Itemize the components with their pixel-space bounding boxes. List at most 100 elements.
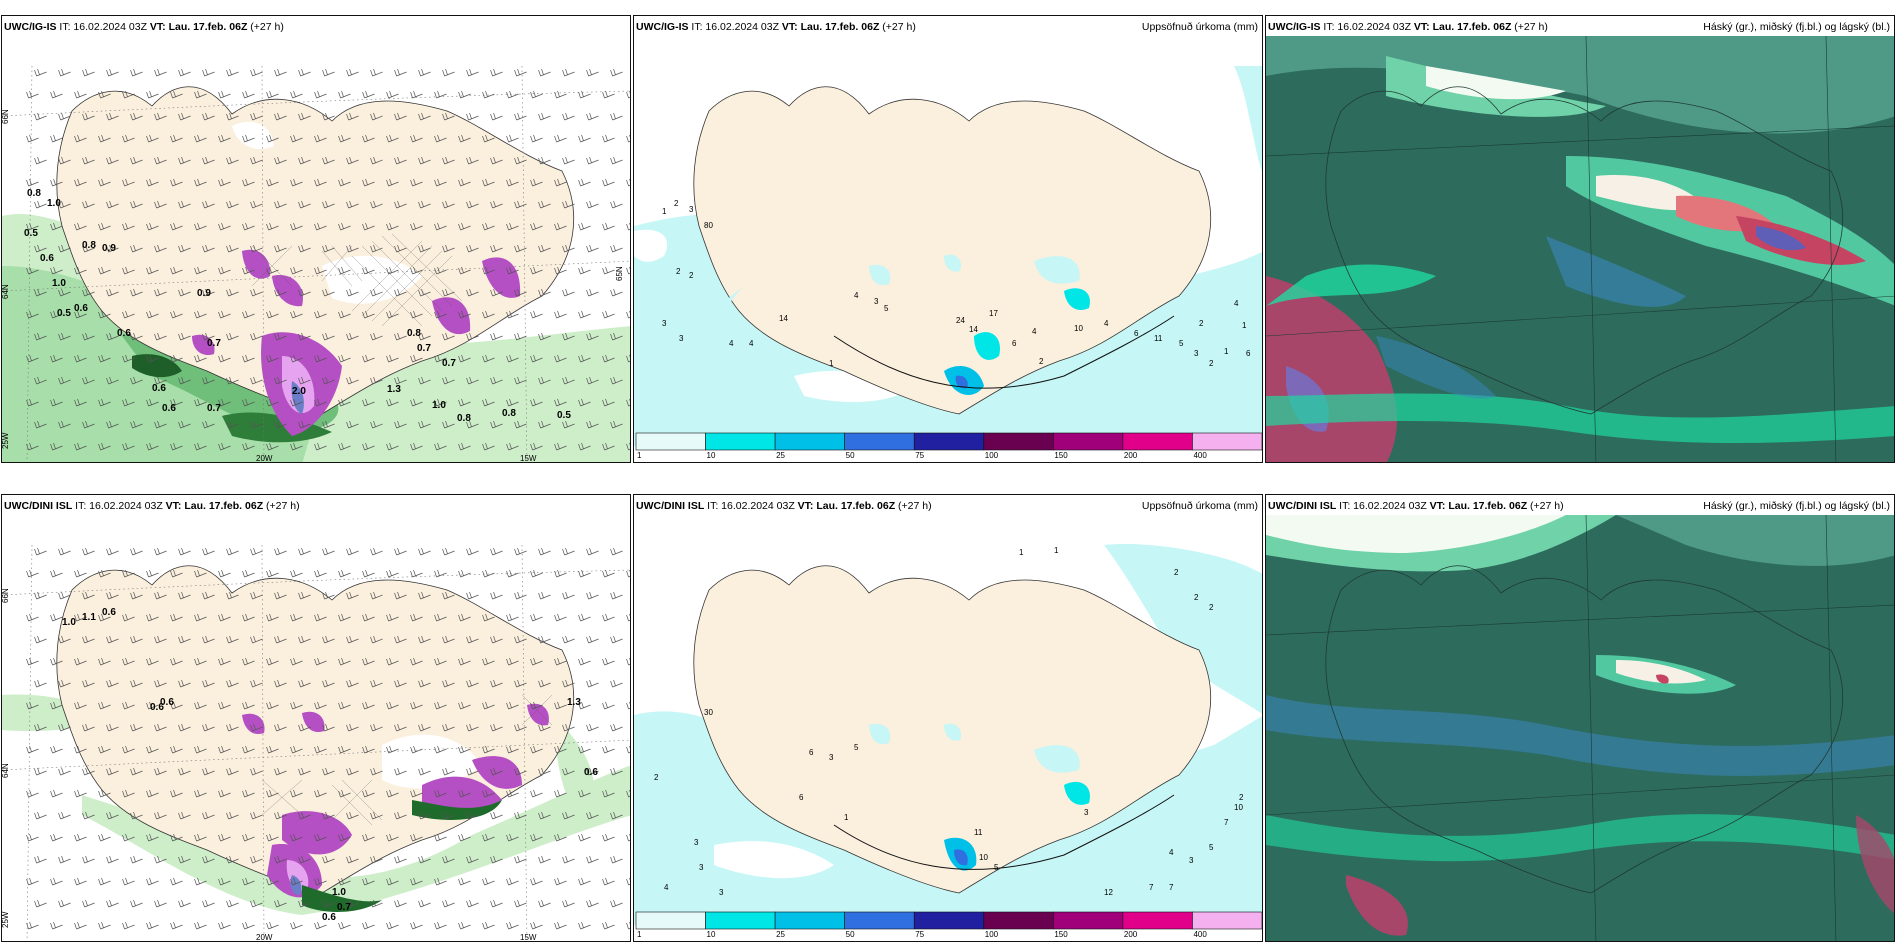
wind-barb — [410, 442, 423, 451]
lat-label-64n: 64N — [2, 284, 10, 299]
wind-barb — [490, 899, 503, 908]
wind-barb — [82, 767, 95, 776]
wind-barb — [298, 635, 311, 644]
wind-barb — [586, 156, 599, 165]
cloud-map-panel-top[interactable]: UWC/IG-IS IT: 16.02.2024 03Z VT: Lau. 17… — [1265, 15, 1895, 463]
precip-total-label: 7 — [1149, 883, 1154, 892]
wind-barb — [362, 921, 375, 930]
wind-barb — [274, 679, 287, 688]
wind-barb — [290, 310, 303, 319]
wind-barb — [482, 178, 495, 187]
wind-barb — [74, 398, 87, 407]
wind-barb — [50, 921, 63, 930]
wind-barb — [538, 899, 551, 908]
wind-barb — [442, 591, 455, 600]
wind-barb — [290, 178, 303, 187]
wind-barb — [370, 547, 383, 556]
wind-barb — [226, 156, 239, 165]
wind-barb — [362, 90, 375, 99]
wind-barb — [322, 635, 335, 644]
wind-barb — [50, 354, 63, 363]
precip-total-label: 2 — [676, 267, 681, 276]
wind-barb — [194, 833, 207, 842]
precip-map-panel-top[interactable]: UWC/IG-IS IT: 16.02.2024 03Z VT: Lau. 17… — [633, 15, 1263, 463]
wind-barb — [434, 921, 447, 930]
wind-barb — [506, 398, 519, 407]
wind-barb — [250, 244, 263, 253]
wind-barb — [466, 288, 479, 297]
wind-barb — [482, 921, 495, 930]
wind-barb — [50, 569, 63, 578]
colorbar-segment — [1192, 911, 1262, 930]
wind-barb — [538, 376, 551, 385]
snow-depth-label: 0.6 — [74, 303, 88, 314]
wind-barb — [442, 855, 455, 864]
wind-barb — [514, 591, 527, 600]
wind-barb — [226, 200, 239, 209]
wind-barb — [154, 635, 167, 644]
wind-barb — [386, 921, 399, 930]
precip-map-panel-bottom[interactable]: UWC/DINI ISL IT: 16.02.2024 03Z VT: Lau.… — [633, 494, 1263, 942]
wind-barb — [626, 398, 630, 407]
precip-total-label: 30 — [704, 708, 713, 717]
wind-barb — [602, 222, 615, 231]
wind-barb — [418, 244, 431, 253]
wind-barb — [530, 833, 543, 842]
wind-barb — [130, 68, 143, 77]
wind-barb — [602, 613, 615, 622]
wind-barb — [386, 877, 399, 886]
wind-barb — [250, 811, 263, 820]
field-title: Háský (gr.), miðský (fj.bl.) og lágský (… — [1703, 500, 1890, 512]
wind-barb — [202, 332, 215, 341]
wind-barb — [442, 156, 455, 165]
wind-barb — [530, 745, 543, 754]
wind-barb — [362, 701, 375, 710]
snow-depth-label: 1.0 — [47, 198, 61, 209]
snow-depth-label: 0.8 — [82, 240, 96, 251]
wind-barb — [514, 811, 527, 820]
wind-barb — [98, 310, 111, 319]
wind-barb — [610, 420, 623, 429]
wind-barb — [538, 332, 551, 341]
snow-depth-label: 0.5 — [557, 410, 571, 421]
init-time: IT: 16.02.2024 03Z — [707, 500, 795, 512]
wind-barb — [178, 767, 191, 776]
wind-barb — [554, 354, 567, 363]
wind-barb — [98, 745, 111, 754]
wind-barb — [386, 569, 399, 578]
wind-barb — [434, 789, 447, 798]
wind-barb — [178, 420, 191, 429]
snow-wind-map-panel-bottom[interactable]: UWC/DINI ISL IT: 16.02.2024 03Z VT: Lau.… — [1, 494, 631, 942]
wind-barb — [322, 547, 335, 556]
wind-barb — [506, 222, 519, 231]
precip-total-label: 3 — [694, 838, 699, 847]
wind-barb — [170, 745, 183, 754]
wind-barb — [178, 112, 191, 121]
wind-barb — [178, 68, 191, 77]
wind-barb — [82, 112, 95, 121]
wind-barb — [250, 200, 263, 209]
wind-barb — [506, 833, 519, 842]
wind-barb — [82, 811, 95, 820]
wind-barb — [242, 134, 255, 143]
wind-barb — [562, 332, 575, 341]
wind-barb — [170, 921, 183, 930]
wind-barb — [322, 855, 335, 864]
wind-barb — [362, 310, 375, 319]
wind-barb — [610, 635, 623, 644]
wind-barb — [58, 244, 71, 253]
wind-barb — [338, 833, 351, 842]
wind-barb — [50, 266, 63, 275]
wind-barb — [58, 376, 71, 385]
wind-barb — [266, 90, 279, 99]
wind-barb — [466, 635, 479, 644]
wind-barb — [130, 591, 143, 600]
cloud-map-panel-bottom[interactable]: UWC/DINI ISL IT: 16.02.2024 03Z VT: Lau.… — [1265, 494, 1895, 942]
wind-barb — [290, 701, 303, 710]
wind-barb — [586, 332, 599, 341]
wind-barb — [146, 442, 159, 451]
snow-wind-map-panel-top[interactable]: UWC/IG-IS IT: 16.02.2024 03Z VT: Lau. 17… — [1, 15, 631, 463]
precip-total-label: 2 — [1199, 319, 1204, 328]
wind-barb — [106, 420, 119, 429]
wind-barb — [626, 657, 630, 666]
